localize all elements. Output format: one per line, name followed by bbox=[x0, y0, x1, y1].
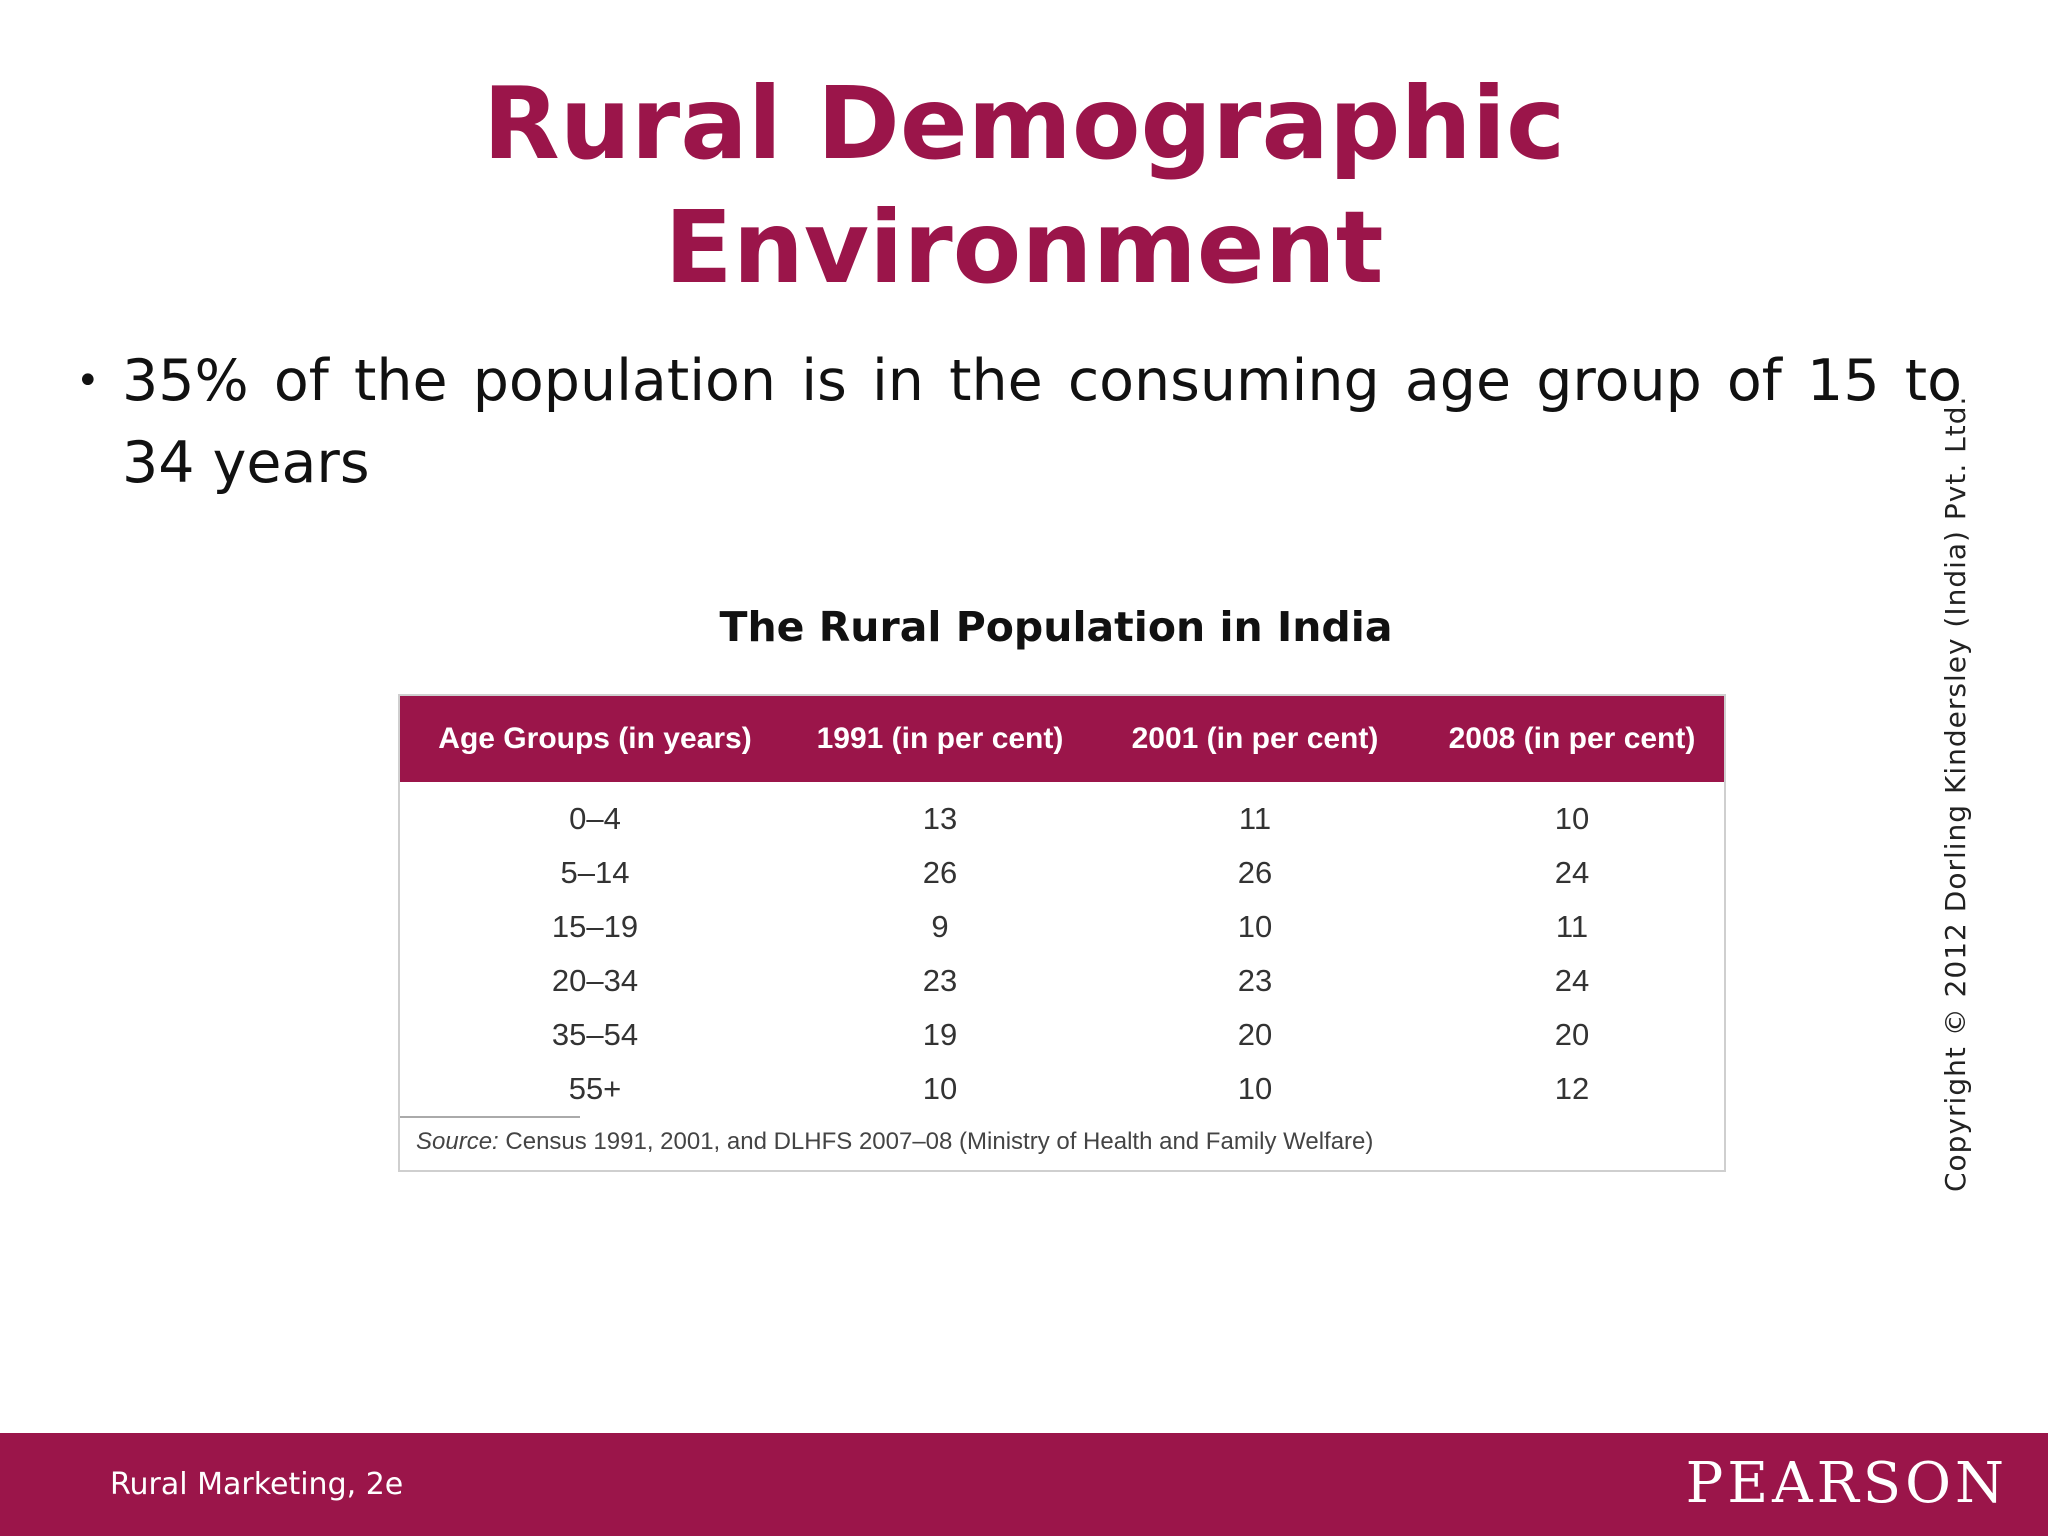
table-row: 55+ 10 10 12 bbox=[400, 1062, 1724, 1116]
cell-age-group: 5–14 bbox=[560, 855, 630, 890]
header-age-groups: Age Groups (in years) bbox=[438, 722, 752, 755]
source-label: Source: bbox=[416, 1128, 499, 1155]
bullet-point: • 35% of the population is in the consum… bbox=[76, 340, 1962, 504]
source-divider bbox=[400, 1116, 580, 1118]
cell-1991: 10 bbox=[922, 1071, 958, 1106]
cell-2001: 26 bbox=[1237, 855, 1273, 890]
header-1991: 1991 (in per cent) bbox=[816, 722, 1064, 755]
table-body: 0–4 13 11 10 5–14 26 26 24 15–19 9 10 11… bbox=[400, 782, 1724, 1116]
slide-title-line-1: Rural Demographic bbox=[482, 65, 1566, 182]
cell-2001: 20 bbox=[1237, 1017, 1273, 1052]
cell-2008: 24 bbox=[1554, 855, 1590, 890]
cell-2001: 11 bbox=[1238, 801, 1272, 836]
cell-2008: 20 bbox=[1554, 1017, 1590, 1052]
cell-1991: 13 bbox=[922, 801, 958, 836]
cell-1991: 9 bbox=[931, 909, 949, 944]
slide-title-line-2: Environment bbox=[664, 189, 1384, 306]
pearson-logo: PEARSON bbox=[1685, 1451, 2008, 1516]
rural-population-table: Age Groups (in years) 1991 (in per cent)… bbox=[398, 694, 1726, 1172]
copyright-notice: Copyright © 2012 Dorling Kindersley (Ind… bbox=[1939, 395, 1972, 1192]
cell-age-group: 35–54 bbox=[551, 1017, 639, 1052]
table-row: 5–14 26 26 24 bbox=[400, 846, 1724, 900]
source-text: Census 1991, 2001, and DLHFS 2007–08 (Mi… bbox=[498, 1128, 1374, 1155]
footer-bar: Rural Marketing, 2e PEARSON bbox=[0, 1433, 2048, 1536]
table-row: 15–19 9 10 11 bbox=[400, 900, 1724, 954]
header-2001: 2001 (in per cent) bbox=[1131, 722, 1379, 755]
header-2008: 2008 (in per cent) bbox=[1448, 722, 1696, 755]
cell-age-group: 15–19 bbox=[551, 909, 639, 944]
table-caption: The Rural Population in India bbox=[719, 603, 1393, 651]
table-row: 20–34 23 23 24 bbox=[400, 954, 1724, 1008]
cell-2008: 12 bbox=[1554, 1071, 1590, 1106]
slide-title: Rural Demographic Environment bbox=[0, 62, 2048, 310]
cell-2001: 10 bbox=[1237, 909, 1273, 944]
cell-2008: 24 bbox=[1554, 963, 1590, 998]
cell-1991: 23 bbox=[922, 963, 958, 998]
table-row: 0–4 13 11 10 bbox=[400, 792, 1724, 846]
cell-age-group: 55+ bbox=[568, 1071, 622, 1106]
cell-1991: 19 bbox=[922, 1017, 958, 1052]
cell-2008: 10 bbox=[1554, 801, 1590, 836]
cell-2008: 11 bbox=[1555, 909, 1589, 944]
bullet-marker: • bbox=[76, 358, 100, 404]
bullet-text: 35% of the population is in the consumin… bbox=[122, 348, 1962, 496]
table-row: 35–54 19 20 20 bbox=[400, 1008, 1724, 1062]
cell-age-group: 20–34 bbox=[551, 963, 639, 998]
table-source-note: Source: Census 1991, 2001, and DLHFS 200… bbox=[416, 1126, 1373, 1158]
cell-1991: 26 bbox=[922, 855, 958, 890]
cell-2001: 10 bbox=[1237, 1071, 1273, 1106]
cell-2001: 23 bbox=[1237, 963, 1273, 998]
cell-age-group: 0–4 bbox=[569, 801, 621, 836]
table-header-row: Age Groups (in years) 1991 (in per cent)… bbox=[400, 696, 1724, 782]
footer-book-title: Rural Marketing, 2e bbox=[110, 1467, 404, 1502]
